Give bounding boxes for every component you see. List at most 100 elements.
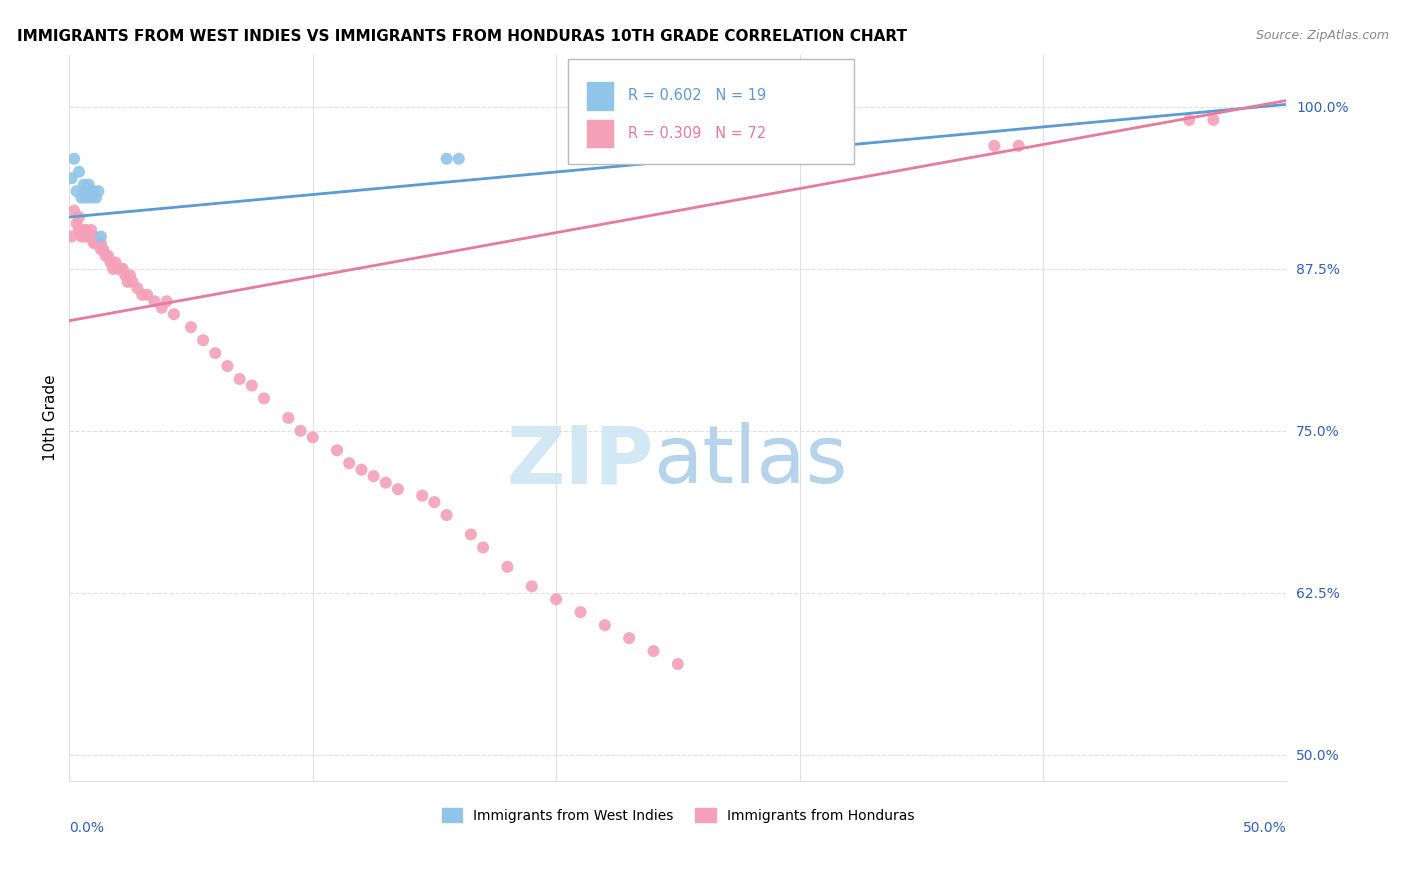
Text: 0.0%: 0.0% (69, 821, 104, 835)
Point (100, 255, 122, 269)
Point (80, 184, 103, 198)
Point (374, 475, 396, 490)
Point (83, 184, 105, 198)
Point (127, 281, 149, 295)
Text: R = 0.602   N = 19: R = 0.602 N = 19 (628, 88, 766, 103)
Point (65, 217, 87, 231)
Point (77, 178, 100, 192)
Point (301, 430, 323, 444)
Point (84, 191, 107, 205)
Point (60, 171, 83, 186)
Bar (586, 120, 613, 147)
Point (70, 229, 93, 244)
Point (75, 223, 97, 237)
Point (387, 482, 409, 496)
Point (70, 191, 93, 205)
Point (77, 229, 100, 244)
Point (617, 631, 640, 645)
Point (97, 249, 120, 263)
Point (110, 261, 132, 276)
Point (520, 579, 543, 593)
Point (83, 229, 105, 244)
Point (60, 229, 83, 244)
Point (91, 243, 114, 257)
Point (114, 268, 136, 283)
Point (326, 443, 349, 458)
Text: Source: ZipAtlas.com: Source: ZipAtlas.com (1256, 29, 1389, 42)
Y-axis label: 10th Grade: 10th Grade (44, 375, 58, 461)
Point (87, 184, 110, 198)
Point (363, 469, 385, 483)
Point (666, 657, 689, 671)
Point (131, 288, 153, 302)
Point (94, 249, 117, 263)
Point (155, 294, 177, 309)
Text: 50.0%: 50.0% (1243, 821, 1286, 835)
Text: atlas: atlas (654, 423, 848, 500)
Point (107, 261, 129, 276)
Point (191, 333, 214, 347)
Point (277, 410, 299, 425)
Point (67, 165, 90, 179)
Point (290, 424, 312, 438)
Point (460, 527, 482, 541)
Point (423, 495, 446, 509)
Point (643, 644, 665, 658)
Point (75, 184, 97, 198)
Point (983, 138, 1005, 153)
Point (84, 235, 107, 250)
Text: ZIP: ZIP (506, 423, 654, 500)
Point (143, 294, 166, 309)
Bar (586, 82, 613, 110)
Point (337, 456, 360, 470)
Point (1202, 112, 1225, 127)
Point (73, 184, 96, 198)
Text: IMMIGRANTS FROM WEST INDIES VS IMMIGRANTS FROM HONDURAS 10TH GRADE CORRELATION C: IMMIGRANTS FROM WEST INDIES VS IMMIGRANT… (17, 29, 907, 44)
Point (204, 346, 226, 360)
Point (117, 275, 139, 289)
Point (1178, 112, 1201, 127)
Legend: Immigrants from West Indies, Immigrants from Honduras: Immigrants from West Indies, Immigrants … (436, 802, 920, 828)
Point (217, 359, 239, 373)
Point (447, 152, 470, 166)
Point (104, 255, 127, 269)
FancyBboxPatch shape (568, 59, 855, 164)
Point (496, 559, 519, 574)
Point (436, 508, 458, 522)
Point (63, 152, 86, 166)
Point (73, 229, 96, 244)
Point (350, 463, 373, 477)
Point (67, 223, 90, 237)
Point (411, 489, 433, 503)
Point (1008, 138, 1031, 153)
Point (75, 191, 97, 205)
Point (228, 372, 250, 386)
Point (180, 320, 202, 334)
Point (472, 541, 495, 555)
Point (150, 301, 173, 315)
Point (67, 210, 90, 224)
Point (77, 184, 100, 198)
Point (80, 229, 103, 244)
Point (90, 235, 112, 250)
Text: R = 0.309   N = 72: R = 0.309 N = 72 (628, 126, 766, 141)
Point (101, 261, 124, 276)
Point (121, 275, 143, 289)
Point (546, 592, 568, 607)
Point (240, 378, 263, 392)
Point (436, 152, 458, 166)
Point (87, 235, 110, 250)
Point (80, 223, 103, 237)
Point (90, 229, 112, 244)
Point (73, 223, 96, 237)
Point (120, 268, 142, 283)
Point (136, 288, 159, 302)
Point (111, 261, 134, 276)
Point (63, 203, 86, 218)
Point (163, 307, 186, 321)
Point (80, 191, 103, 205)
Point (593, 618, 616, 632)
Point (253, 392, 276, 406)
Point (73, 178, 96, 192)
Point (90, 243, 112, 257)
